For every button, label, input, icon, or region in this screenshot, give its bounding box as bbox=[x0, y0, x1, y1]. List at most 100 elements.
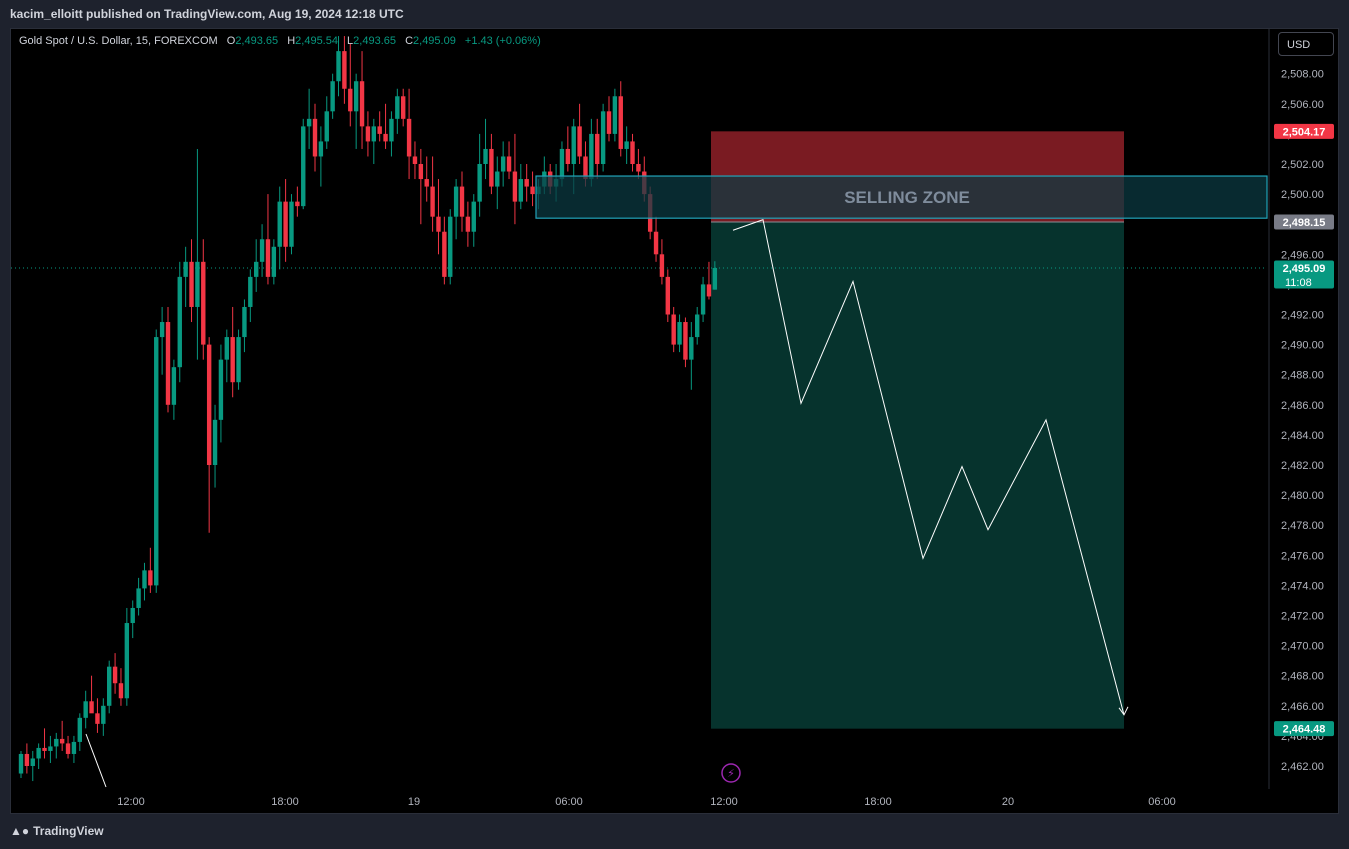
target-price-tag-bg bbox=[1274, 721, 1334, 737]
candle-body bbox=[83, 701, 88, 718]
candle-body bbox=[177, 276, 182, 368]
candle-body bbox=[365, 126, 371, 142]
candle-body bbox=[183, 261, 188, 277]
change-value: +1.43 (+0.06%) bbox=[464, 35, 541, 47]
candle-body bbox=[671, 314, 676, 345]
candle-body bbox=[295, 201, 300, 207]
candle-body bbox=[24, 753, 30, 766]
candle-body bbox=[330, 81, 335, 112]
open-label: O bbox=[226, 35, 236, 47]
footer-brand[interactable]: ▲● TradingView bbox=[10, 822, 104, 840]
candle-body bbox=[271, 246, 277, 277]
symbol-title[interactable]: Gold Spot / U.S. Dollar, 15, FOREXCOM bbox=[19, 35, 218, 47]
candle-body bbox=[583, 156, 588, 180]
brand-name: TradingView bbox=[33, 824, 104, 838]
candle-body bbox=[89, 701, 94, 714]
candle-body bbox=[353, 81, 359, 112]
high-value: 2,495.54 bbox=[295, 35, 338, 47]
x-tick-label: 06:00 bbox=[555, 796, 583, 808]
y-tick-label: 2,488.00 bbox=[1281, 370, 1324, 382]
candle-body bbox=[506, 156, 512, 172]
candle-body bbox=[118, 683, 124, 699]
candle-body bbox=[430, 186, 435, 217]
publish-header: kacim_elloitt published on TradingView.c… bbox=[0, 0, 1349, 28]
candle-body bbox=[59, 738, 65, 744]
candle-body bbox=[142, 570, 147, 589]
y-tick-label: 2,500.00 bbox=[1281, 189, 1324, 201]
take-profit-zone bbox=[711, 221, 1124, 729]
y-tick-label: 2,496.00 bbox=[1281, 249, 1324, 261]
candle-body bbox=[512, 171, 518, 202]
candle-body bbox=[107, 666, 112, 706]
candle-body bbox=[571, 126, 576, 164]
candle-body bbox=[18, 753, 24, 774]
candle-body bbox=[665, 276, 670, 315]
chart-canvas[interactable]: SELLING ZONE⚡2,462.002,464.002,466.002,4… bbox=[11, 29, 1339, 814]
event-flash-glyph: ⚡ bbox=[727, 768, 735, 780]
entry-price-tag: 2,498.15 bbox=[1283, 217, 1326, 229]
y-tick-label: 2,482.00 bbox=[1281, 460, 1324, 472]
y-tick-label: 2,480.00 bbox=[1281, 490, 1324, 502]
candle-body bbox=[518, 179, 523, 202]
candle-body bbox=[212, 419, 218, 465]
selling-zone-box bbox=[535, 175, 1268, 219]
currency-button[interactable]: USD bbox=[1278, 32, 1334, 56]
candle-body bbox=[689, 337, 694, 360]
projection-arrowhead bbox=[1118, 706, 1129, 716]
candle-body bbox=[595, 133, 600, 164]
candle-body bbox=[348, 88, 353, 112]
candle-body bbox=[36, 747, 41, 759]
candle-body bbox=[395, 96, 400, 119]
candles-group bbox=[18, 36, 718, 782]
candle-body bbox=[559, 148, 565, 180]
candle-body bbox=[659, 254, 665, 277]
y-tick-label: 2,476.00 bbox=[1281, 550, 1324, 562]
candle-body bbox=[453, 186, 459, 217]
candle-body bbox=[54, 738, 59, 747]
candle-body bbox=[283, 201, 288, 247]
high-label: H bbox=[287, 35, 296, 47]
candle-body bbox=[653, 231, 659, 255]
candle-body bbox=[224, 337, 229, 360]
candle-body bbox=[71, 741, 77, 754]
candle-body bbox=[618, 96, 623, 149]
y-tick-label: 2,466.00 bbox=[1281, 701, 1324, 713]
candle-body bbox=[218, 359, 224, 420]
candle-body bbox=[383, 133, 388, 142]
candle-body bbox=[48, 746, 53, 751]
candle-body bbox=[324, 111, 329, 142]
candle-body bbox=[489, 148, 494, 187]
candle-body bbox=[112, 666, 118, 684]
y-tick-label: 2,478.00 bbox=[1281, 520, 1324, 532]
last-price-tag-countdown: 11:08 bbox=[1285, 277, 1312, 289]
candle-body bbox=[130, 607, 135, 624]
candle-body bbox=[465, 216, 471, 232]
chart-panel[interactable]: SELLING ZONE ⚡ 2,462.00 2,464.00 2,466.00 2,4… bbox=[10, 28, 1339, 814]
candle-body bbox=[230, 337, 235, 383]
candle-body bbox=[195, 261, 200, 307]
y-tick-label: 2,492.00 bbox=[1281, 310, 1324, 322]
candle-body bbox=[412, 156, 418, 164]
stop-price-tag-bg bbox=[1274, 123, 1334, 139]
candle-body bbox=[206, 344, 212, 465]
candle-body bbox=[589, 133, 594, 180]
candle-body bbox=[189, 261, 194, 307]
candle-body bbox=[201, 261, 206, 345]
last-price-tag-bg bbox=[1274, 260, 1334, 289]
candle-body bbox=[148, 570, 153, 586]
y-tick-label: 2,490.00 bbox=[1281, 340, 1324, 352]
candle-body bbox=[630, 141, 635, 164]
candle-body bbox=[677, 322, 682, 345]
candle-body bbox=[312, 118, 318, 157]
candle-body bbox=[42, 747, 47, 751]
y-tick-label: 2,484.00 bbox=[1281, 430, 1324, 442]
event-flash-icon bbox=[721, 763, 741, 783]
ohlc-legend: Gold Spot / U.S. Dollar, 15, FOREXCOM O 2… bbox=[19, 35, 541, 47]
candle-body bbox=[124, 623, 130, 699]
low-value: 2,493.65 bbox=[353, 35, 396, 47]
x-tick-label: 20 bbox=[1002, 796, 1014, 808]
x-tick-label: 12:00 bbox=[117, 796, 145, 808]
candle-body bbox=[424, 179, 429, 187]
candle-body bbox=[683, 322, 688, 360]
low-label: L bbox=[347, 35, 354, 47]
